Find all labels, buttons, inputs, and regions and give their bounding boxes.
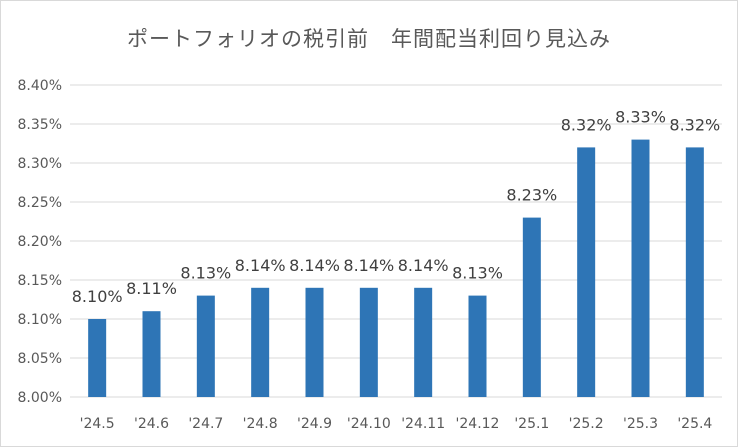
x-tick-label: '25.1 <box>514 416 549 432</box>
y-tick-label: 8.25% <box>18 195 62 211</box>
bar <box>305 287 324 397</box>
y-tick-label: 8.00% <box>18 390 62 406</box>
x-tick-label: '24.8 <box>243 416 278 432</box>
y-tick-label: 8.30% <box>18 156 62 172</box>
y-tick-label: 8.15% <box>18 273 62 289</box>
y-tick-label: 8.35% <box>18 117 62 133</box>
bar <box>685 147 704 397</box>
x-tick-label: '24.7 <box>188 416 223 432</box>
bar <box>414 287 433 397</box>
x-tick-label: '25.4 <box>677 416 712 432</box>
bars <box>88 139 704 397</box>
x-tick-label: '25.2 <box>569 416 604 432</box>
x-tick-label: '24.12 <box>456 416 500 432</box>
bar <box>577 147 596 397</box>
data-label: 8.14% <box>343 256 394 275</box>
y-tick-label: 8.40% <box>18 78 62 94</box>
grid-lines <box>70 84 722 398</box>
data-label: 8.10% <box>72 287 123 306</box>
data-label: 8.32% <box>669 115 720 134</box>
data-label: 8.14% <box>289 256 340 275</box>
bar <box>468 295 487 397</box>
data-label: 8.32% <box>561 115 612 134</box>
bar <box>88 319 107 397</box>
bar <box>142 311 161 397</box>
chart-title: ポートフォリオの税引前 年間配当利回り見込み <box>127 27 611 51</box>
x-tick-label: '24.5 <box>80 416 115 432</box>
data-label: 8.14% <box>235 256 286 275</box>
data-label: 8.11% <box>126 279 177 298</box>
x-tick-label: '25.3 <box>623 416 658 432</box>
data-label: 8.13% <box>452 264 503 283</box>
data-label: 8.14% <box>398 256 449 275</box>
y-tick-label: 8.05% <box>18 351 62 367</box>
data-labels: 8.10% 8.11%8.13% 8.14% 8.14% 8.14% 8.14% 8.13%… <box>72 108 720 306</box>
data-label: 8.23% <box>506 186 557 205</box>
y-tick-label: 8.10% <box>18 312 62 328</box>
bar <box>631 139 650 397</box>
bar <box>196 295 215 397</box>
y-axis-tick-labels: 8.00% 8.05% 8.10% 8.15% 8.20% 8.25% 8.30% 8.35%… <box>18 78 62 406</box>
bar <box>251 287 270 397</box>
x-axis-tick-labels: '24.5 '24.6 '24.7 '24.8 '24.9 '24.10 '24.11 '24… <box>80 416 713 432</box>
bar <box>359 287 378 397</box>
data-label: 8.33% <box>615 108 666 127</box>
x-tick-label: '24.11 <box>401 416 445 432</box>
y-tick-label: 8.20% <box>18 234 62 250</box>
bar <box>522 217 541 397</box>
x-tick-label: '24.6 <box>134 416 169 432</box>
x-tick-label: '24.9 <box>297 416 332 432</box>
data-label: 8.13% <box>180 264 231 283</box>
x-tick-label: '24.10 <box>347 416 391 432</box>
